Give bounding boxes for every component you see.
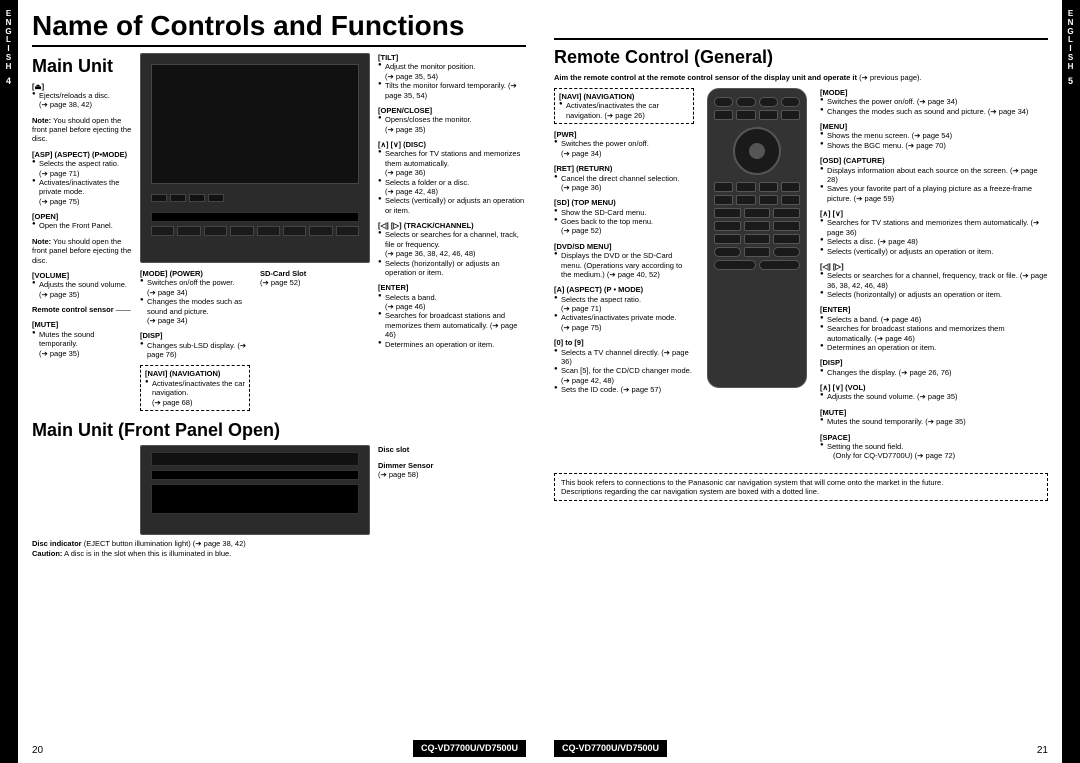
osd-label: [OSD] (CAPTURE) [820,156,1048,165]
model-bar-left: CQ-VD7700U/VD7500U [413,740,526,757]
page-right: Remote Control (General) Aim the remote … [540,0,1062,763]
right-tab-number: 5 [1068,76,1074,87]
dimmer-label: Dimmer Sensor [378,461,433,470]
lr-label: [◁] [▷] [820,262,1048,271]
remote-enter-label: [ENTER] [820,305,1048,314]
ret-label: [RET] (RETURN) [554,164,694,173]
disp-label: [DISP] [140,331,250,340]
rc-sensor-label: Remote control sensor [32,305,114,314]
track-label: [◁] [▷] (TRACK/CHANNEL) [378,221,526,230]
updn-label: [∧] [∨] [820,209,1048,218]
sdtop-label: [SD] (TOP MENU) [554,198,694,207]
disc-label: [∧] [∨] (DISC) [378,140,526,149]
open-label: [OPEN] [32,212,132,221]
page-left: Name of Controls and Functions Main Unit… [18,0,540,763]
remote-disp-label: [DISP] [820,358,1048,367]
remote-intro-rest: (➔ previous page). [859,73,922,82]
footnote-box: This book refers to connections to the P… [554,473,1048,502]
sdslot-label: SD-Card Slot [260,269,306,278]
asp-label: [ASP] (ASPECT) (P•MODE) [32,150,132,159]
navi-box: [NAVI] (NAVIGATION) Activates/inactivate… [140,365,250,411]
front-open-illustration [140,445,370,535]
space-label: [SPACE] [820,433,1048,442]
discind-label: Disc indicator [32,539,82,548]
menu-label: [MENU] [820,122,1048,131]
tilt-label: [TILT] [378,53,526,62]
left-tab-number: 4 [6,76,12,87]
page-number-right: 21 [1037,745,1048,758]
page-number-left: 20 [32,745,43,758]
remote-mute-label: [MUTE] [820,408,1048,417]
remote-heading: Remote Control (General) [554,46,1048,69]
modepwr-label: [MODE] (POWER) [140,269,250,278]
volume-label: [VOLUME] [32,271,132,280]
front-open-heading: Main Unit (Front Panel Open) [32,419,526,442]
remote-navi-box: [NAVI] (NAVIGATION) Activates/inactivate… [554,88,694,124]
mute-label: [MUTE] [32,320,132,329]
vol-label: [∧] [∨] (VOL) [820,383,1048,392]
remote-illustration [707,88,807,388]
numkeys-label: [0] to [9] [554,338,694,347]
pwr-label: [PWR] [554,130,694,139]
remote-intro-bold: Aim the remote control at the remote con… [554,73,857,82]
eject-label: [⏏] [32,82,44,91]
discslot-label: Disc slot [378,445,409,454]
right-margin-tab: ENGLISH 5 [1062,0,1080,763]
mode-label: [MODE] [820,88,1048,97]
main-unit-illustration [140,53,370,263]
dvdsd-label: [DVD/SD MENU] [554,242,694,251]
eject-desc: Ejects/reloads a disc. [39,91,110,100]
openclose-label: [OPEN/CLOSE] [378,106,526,115]
main-unit-heading: Main Unit [32,55,132,78]
page-title: Name of Controls and Functions [32,8,526,43]
model-bar-right: CQ-VD7700U/VD7500U [554,740,667,757]
enter-label: [ENTER] [378,283,526,292]
a-aspect-label: [A] (ASPECT) (P • MODE) [554,285,694,294]
left-margin-tab: ENGLISH 4 [0,0,18,763]
